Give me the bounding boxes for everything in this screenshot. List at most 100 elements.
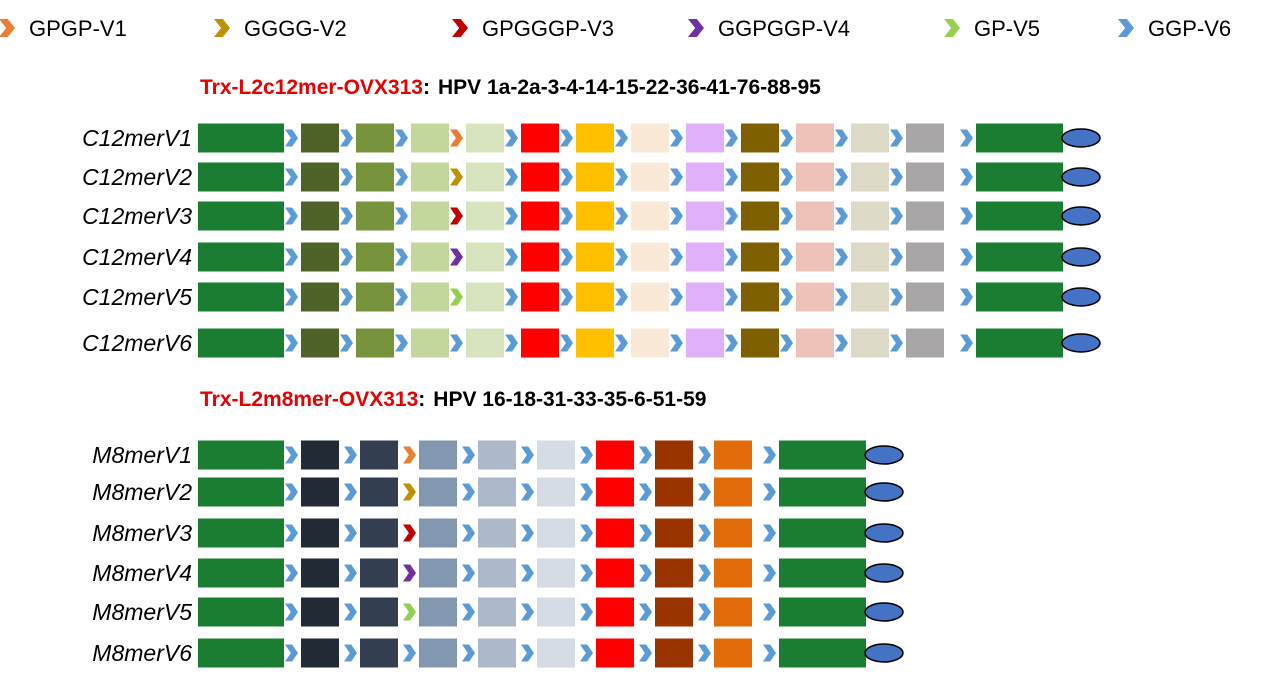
trx-block bbox=[198, 440, 284, 470]
ovx313-tag bbox=[864, 643, 904, 663]
epitope-segment bbox=[576, 162, 614, 192]
epitope-segment bbox=[466, 282, 504, 312]
epitope-segment bbox=[360, 597, 398, 627]
variable-linker-chevron bbox=[403, 524, 416, 542]
ovx313-tag bbox=[864, 482, 904, 502]
trx-block bbox=[779, 440, 866, 470]
linker-chevron bbox=[521, 644, 534, 662]
linker-chevron bbox=[890, 129, 903, 147]
linker-chevron bbox=[670, 334, 683, 352]
linker-chevron bbox=[285, 207, 298, 225]
variable-linker-chevron bbox=[403, 483, 416, 501]
linker-chevron bbox=[670, 129, 683, 147]
linker-chevron bbox=[780, 168, 793, 186]
epitope-segment bbox=[521, 123, 559, 153]
trx-block bbox=[976, 201, 1063, 231]
epitope-segment bbox=[596, 440, 634, 470]
linker-chevron bbox=[835, 288, 848, 306]
trx-block bbox=[198, 123, 284, 153]
epitope-segment bbox=[906, 162, 944, 192]
linker-chevron bbox=[960, 248, 973, 266]
linker-chevron bbox=[505, 129, 518, 147]
construct-row-c12merv1: C12merV1 bbox=[82, 123, 1101, 153]
variable-linker-chevron bbox=[450, 288, 463, 306]
row-label: C12merV3 bbox=[82, 203, 192, 229]
linker-chevron bbox=[960, 168, 973, 186]
row-label: M8merV3 bbox=[92, 520, 192, 546]
construct-rows: M8merV1 M8merV2 M8merV3 M8merV4 M8merV5 M8mer… bbox=[92, 440, 904, 668]
epitope-segment bbox=[301, 477, 339, 507]
epitope-segment bbox=[796, 123, 834, 153]
epitope-segment bbox=[714, 597, 752, 627]
ovx313-tag bbox=[1061, 167, 1101, 187]
epitope-segment bbox=[741, 328, 779, 358]
trx-block bbox=[976, 328, 1063, 358]
linker-chevron bbox=[505, 288, 518, 306]
epitope-segment bbox=[576, 201, 614, 231]
epitope-segment bbox=[419, 638, 457, 668]
linker-chevron bbox=[763, 644, 776, 662]
construct-title: Trx-L2c12mer-OVX313: HPV 1a-2a-3-4-14-15-… bbox=[200, 76, 821, 99]
construct-row-m8merv3: M8merV3 bbox=[92, 518, 904, 548]
legend-item-ggpggp-v4: GGPGGP-V4 bbox=[688, 16, 850, 41]
linker-chevron bbox=[835, 129, 848, 147]
variable-linker-chevron bbox=[450, 207, 463, 225]
linker-chevron bbox=[340, 168, 353, 186]
construct-row-m8merv6: M8merV6 bbox=[92, 638, 904, 668]
epitope-segment bbox=[466, 123, 504, 153]
row-label: M8merV2 bbox=[92, 479, 192, 505]
epitope-segment bbox=[356, 328, 394, 358]
linker-chevron bbox=[344, 483, 357, 501]
epitope-segment bbox=[655, 477, 693, 507]
linker-chevron bbox=[344, 603, 357, 621]
epitope-segment bbox=[655, 518, 693, 548]
epitope-segment bbox=[655, 558, 693, 588]
linker-chevron bbox=[725, 288, 738, 306]
linker-chevron bbox=[780, 288, 793, 306]
linker-chevron bbox=[615, 334, 628, 352]
linker-chevron bbox=[340, 207, 353, 225]
linker-chevron bbox=[560, 207, 573, 225]
epitope-segment bbox=[906, 201, 944, 231]
row-label: C12merV4 bbox=[82, 244, 192, 270]
linker-chevron bbox=[340, 248, 353, 266]
linker-chevron bbox=[580, 644, 593, 662]
legend-item-gggg-v2: GGGG-V2 bbox=[214, 16, 347, 41]
linker-chevron bbox=[698, 564, 711, 582]
construct-row-m8merv1: M8merV1 bbox=[92, 440, 904, 470]
epitope-segment bbox=[576, 242, 614, 272]
epitope-segment bbox=[576, 328, 614, 358]
epitope-segment bbox=[411, 282, 449, 312]
trx-block bbox=[198, 328, 284, 358]
linker-chevron bbox=[960, 288, 973, 306]
legend-item-gp-v5: GP-V5 bbox=[944, 16, 1040, 41]
linker-chevron bbox=[890, 288, 903, 306]
row-label: M8merV5 bbox=[92, 599, 192, 625]
linker-chevron bbox=[340, 334, 353, 352]
trx-block bbox=[779, 477, 866, 507]
linker-chevron bbox=[670, 207, 683, 225]
linker-chevron bbox=[521, 483, 534, 501]
construct-row-m8merv2: M8merV2 bbox=[92, 477, 904, 507]
epitope-segment bbox=[537, 518, 575, 548]
linker-chevron bbox=[763, 483, 776, 501]
epitope-segment bbox=[796, 328, 834, 358]
linker-chevron bbox=[344, 524, 357, 542]
linker-chevron bbox=[725, 129, 738, 147]
linker-chevron bbox=[698, 524, 711, 542]
linker-chevron-icon bbox=[452, 19, 468, 37]
row-label: M8merV4 bbox=[92, 560, 192, 586]
trx-block bbox=[976, 282, 1063, 312]
linker-chevron bbox=[462, 446, 475, 464]
legend-label: GPGP-V1 bbox=[29, 16, 127, 41]
epitope-segment bbox=[851, 328, 889, 358]
linker-chevron bbox=[615, 288, 628, 306]
epitope-segment bbox=[714, 518, 752, 548]
epitope-segment bbox=[419, 558, 457, 588]
linker-chevron bbox=[780, 334, 793, 352]
epitope-segment bbox=[419, 440, 457, 470]
trx-block bbox=[198, 242, 284, 272]
epitope-segment bbox=[521, 328, 559, 358]
epitope-segment bbox=[576, 282, 614, 312]
